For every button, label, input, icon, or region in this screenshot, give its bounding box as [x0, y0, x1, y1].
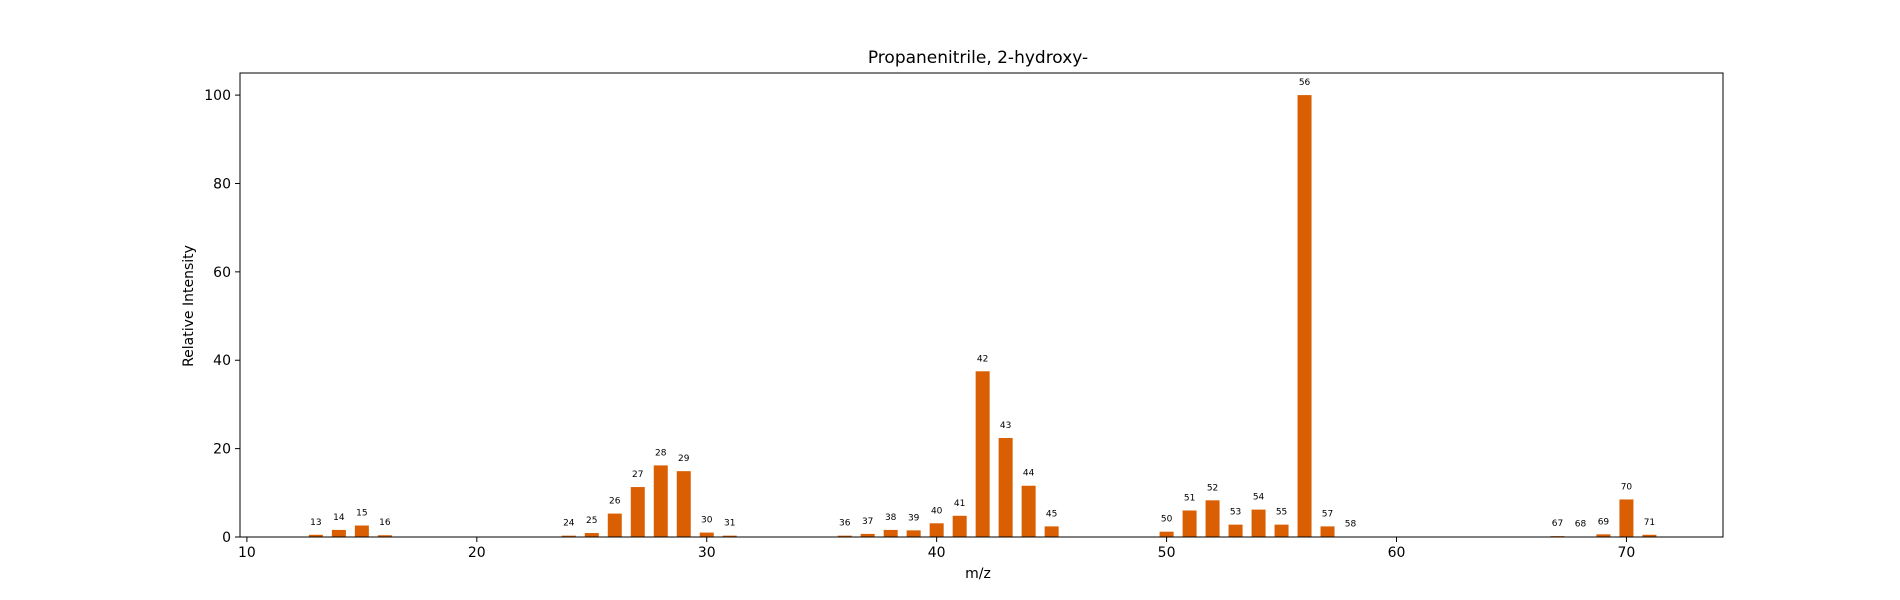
y-tick-label: 60 — [213, 265, 231, 281]
bar-mz-43 — [998, 438, 1013, 537]
x-tick-label: 50 — [1158, 545, 1176, 561]
bar-label-mz-30: 30 — [701, 516, 713, 526]
bar-label-mz-31: 31 — [724, 519, 735, 529]
bar-label-mz-25: 25 — [586, 516, 597, 526]
bar-mz-16 — [377, 535, 392, 537]
bar-label-mz-26: 26 — [609, 497, 621, 507]
bar-label-mz-53: 53 — [1230, 508, 1241, 518]
bar-label-mz-42: 42 — [977, 354, 988, 364]
bar-label-mz-69: 69 — [1598, 517, 1610, 527]
bar-label-mz-15: 15 — [356, 509, 367, 519]
bar-label-mz-54: 54 — [1253, 493, 1265, 503]
bar-label-mz-51: 51 — [1184, 493, 1195, 503]
y-tick-label: 0 — [222, 530, 231, 546]
bar-mz-50 — [1159, 531, 1174, 537]
bar-mz-71 — [1642, 534, 1657, 537]
bar-label-mz-36: 36 — [839, 519, 851, 529]
bar-mz-56 — [1297, 95, 1312, 537]
plot-frame — [239, 72, 1724, 538]
bar-label-mz-45: 45 — [1046, 509, 1057, 519]
bar-label-mz-55: 55 — [1276, 508, 1287, 518]
bar-label-mz-39: 39 — [908, 513, 920, 523]
bar-mz-69 — [1596, 534, 1611, 537]
x-tick-label: 60 — [1388, 545, 1406, 561]
bar-label-mz-58: 58 — [1345, 520, 1357, 530]
bar-mz-53 — [1228, 524, 1243, 537]
x-axis-label: m/z — [965, 566, 991, 582]
bar-mz-45 — [1044, 526, 1059, 537]
bar-mz-36 — [837, 535, 852, 537]
y-tick-label: 20 — [213, 442, 231, 458]
bar-mz-28 — [653, 465, 668, 537]
bar-mz-26 — [607, 513, 622, 537]
bar-label-mz-41: 41 — [954, 499, 965, 509]
bar-label-mz-37: 37 — [862, 517, 873, 527]
bar-mz-13 — [308, 534, 323, 537]
bar-mz-70 — [1619, 499, 1634, 537]
bar-mz-39 — [906, 530, 921, 537]
bar-label-mz-16: 16 — [379, 518, 391, 528]
bar-mz-40 — [929, 523, 944, 537]
bar-mz-54 — [1251, 509, 1266, 537]
bar-mz-41 — [952, 515, 967, 537]
bar-mz-27 — [630, 487, 645, 537]
bar-mz-44 — [1021, 485, 1036, 537]
bar-label-mz-40: 40 — [931, 506, 943, 516]
bar-label-mz-71: 71 — [1644, 518, 1655, 528]
bar-label-mz-68: 68 — [1575, 520, 1587, 530]
bar-mz-37 — [860, 533, 875, 537]
bar-mz-52 — [1205, 500, 1220, 537]
bar-label-mz-38: 38 — [885, 513, 897, 523]
bar-mz-14 — [331, 529, 346, 537]
bar-label-mz-29: 29 — [678, 454, 690, 464]
bar-mz-30 — [699, 532, 714, 537]
plot-area: 13 14 15 16 24 25 26 27 28 29 30 31 36 37 38 39 40 41 42 43… — [204, 72, 1724, 561]
bar-label-mz-52: 52 — [1207, 483, 1218, 493]
bar-label-mz-70: 70 — [1621, 482, 1633, 492]
y-tick-label: 100 — [204, 88, 231, 104]
bar-mz-55 — [1274, 524, 1289, 537]
bar-label-mz-43: 43 — [1000, 421, 1011, 431]
bar-mz-57 — [1320, 526, 1335, 537]
bar-mz-25 — [584, 533, 599, 537]
x-tick-label: 10 — [238, 545, 256, 561]
bar-label-mz-28: 28 — [655, 448, 667, 458]
bar-label-mz-44: 44 — [1023, 469, 1035, 479]
bar-mz-42 — [975, 371, 990, 537]
x-tick-label: 30 — [698, 545, 716, 561]
bar-label-mz-27: 27 — [632, 470, 643, 480]
bar-label-mz-14: 14 — [333, 513, 345, 523]
bar-label-mz-56: 56 — [1299, 78, 1311, 88]
bar-mz-15 — [354, 525, 369, 537]
bar-label-mz-13: 13 — [310, 518, 321, 528]
bar-mz-38 — [883, 529, 898, 537]
bar-mz-51 — [1182, 510, 1197, 537]
y-axis-label: Relative Intensity — [181, 245, 197, 367]
bar-mz-24 — [561, 535, 576, 537]
bar-mz-29 — [676, 471, 691, 537]
x-tick-label: 20 — [468, 545, 486, 561]
x-tick-label: 70 — [1618, 545, 1636, 561]
x-tick-label: 40 — [928, 545, 946, 561]
bar-label-mz-50: 50 — [1161, 515, 1173, 525]
bar-label-mz-57: 57 — [1322, 509, 1333, 519]
bar-label-mz-67: 67 — [1552, 519, 1563, 529]
chart-title: Propanenitrile, 2-hydroxy- — [868, 48, 1088, 68]
y-tick-label: 80 — [213, 176, 231, 192]
y-tick-label: 40 — [213, 353, 231, 369]
bar-label-mz-24: 24 — [563, 519, 575, 529]
bar-mz-31 — [722, 535, 737, 537]
